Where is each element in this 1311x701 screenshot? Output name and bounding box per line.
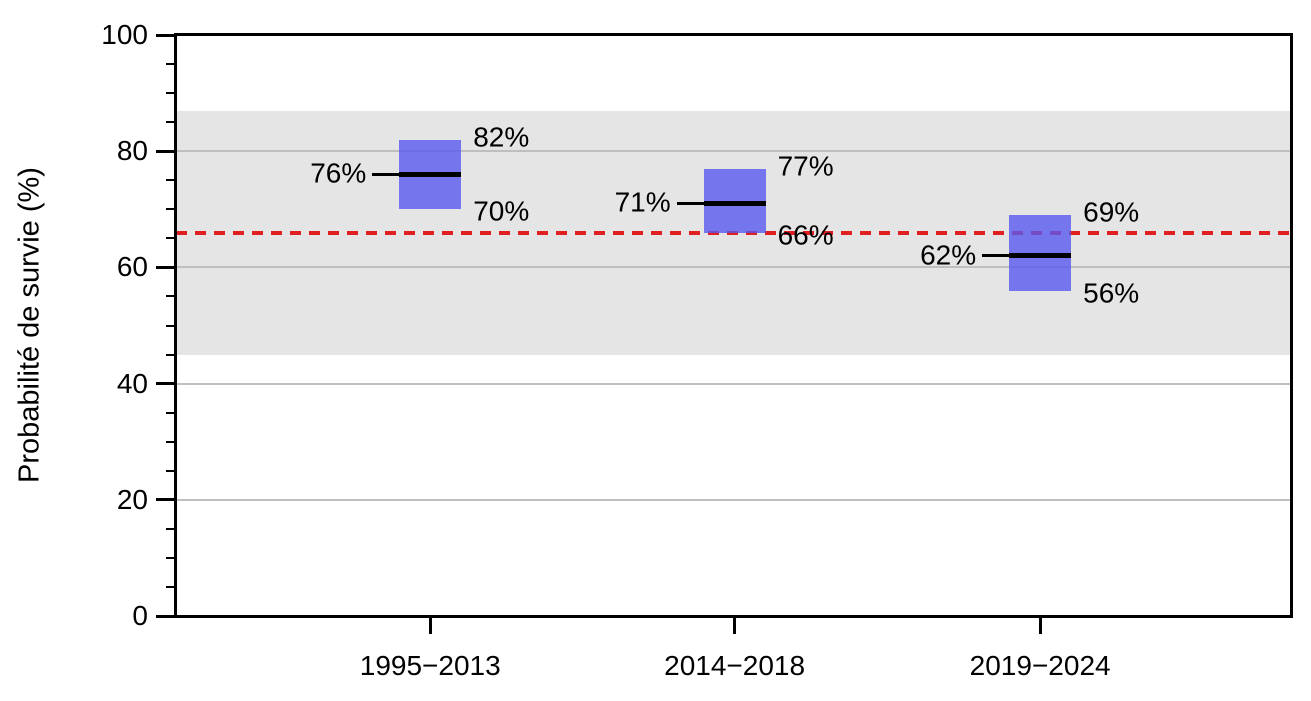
y-major-tick-100 xyxy=(156,33,176,37)
plot-area: 76% 82% 70% 71% 77% 66% 62% 69% 56% xyxy=(176,35,1291,616)
lower-label-2019−2024: 56% xyxy=(1083,277,1140,309)
y-minor-tick-55 xyxy=(166,295,176,298)
upper-label-2019−2024: 69% xyxy=(1083,196,1140,228)
y-minor-tick-5 xyxy=(166,585,176,588)
x-tick-2014−2018 xyxy=(733,616,737,634)
y-axis-title: Probabilité de survie (%) xyxy=(13,167,46,483)
reference-line-dashed xyxy=(176,230,1291,235)
upper-label-2014−2018: 77% xyxy=(777,150,834,182)
y-tick-label-80: 80 xyxy=(116,135,148,167)
gridline-60 xyxy=(176,266,1291,269)
median-label-2019−2024: 62% xyxy=(920,239,977,271)
gridline-80 xyxy=(176,150,1291,153)
x-tick-label-2014−2018: 2014−2018 xyxy=(664,650,806,681)
median-label-1995−2013: 76% xyxy=(310,158,367,190)
x-tick-2019−2024 xyxy=(1038,616,1042,634)
y-minor-tick-75 xyxy=(166,179,176,182)
y-minor-tick-45 xyxy=(166,353,176,356)
interval-box-2019−2024 xyxy=(1009,215,1072,291)
y-minor-tick-15 xyxy=(166,527,176,530)
y-minor-tick-70 xyxy=(166,208,176,211)
y-minor-tick-95 xyxy=(166,63,176,66)
y-tick-label-60: 60 xyxy=(116,251,148,283)
y-tick-label-100: 100 xyxy=(101,19,148,50)
y-tick-label-0: 0 xyxy=(132,600,148,631)
y-major-tick-20 xyxy=(156,498,176,502)
y-minor-tick-85 xyxy=(166,121,176,124)
median-leader-2014−2018 xyxy=(676,201,704,205)
y-minor-tick-35 xyxy=(166,411,176,414)
y-major-tick-60 xyxy=(156,265,176,269)
y-tick-label-40: 40 xyxy=(116,367,148,399)
y-minor-tick-65 xyxy=(166,237,176,240)
median-label-2014−2018: 71% xyxy=(614,187,671,219)
x-tick-label-1995−2013: 1995−2013 xyxy=(359,650,501,681)
y-major-tick-80 xyxy=(156,149,176,153)
lower-label-1995−2013: 70% xyxy=(473,195,530,227)
y-minor-tick-30 xyxy=(166,440,176,443)
x-tick-label-2019−2024: 2019−2024 xyxy=(969,650,1111,681)
median-line-1995−2013 xyxy=(399,171,462,177)
upper-label-1995−2013: 82% xyxy=(473,121,530,153)
y-minor-tick-25 xyxy=(166,469,176,472)
gridline-20 xyxy=(176,498,1291,501)
y-major-tick-0 xyxy=(156,614,176,618)
y-minor-tick-50 xyxy=(166,324,176,327)
median-leader-2019−2024 xyxy=(982,254,1010,258)
gridline-40 xyxy=(176,382,1291,385)
median-line-2019−2024 xyxy=(1009,253,1072,259)
interval-box-2014−2018 xyxy=(703,168,766,233)
y-minor-tick-10 xyxy=(166,556,176,559)
lower-label-2014−2018: 66% xyxy=(777,219,834,251)
y-major-tick-40 xyxy=(156,382,176,386)
median-line-2014−2018 xyxy=(703,200,766,206)
x-tick-1995−2013 xyxy=(428,616,432,634)
y-tick-label-20: 20 xyxy=(116,483,148,515)
median-leader-1995−2013 xyxy=(372,172,400,176)
y-minor-tick-90 xyxy=(166,92,176,95)
